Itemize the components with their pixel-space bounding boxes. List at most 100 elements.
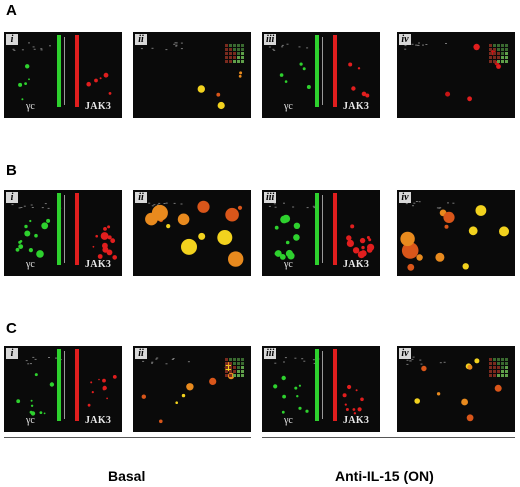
red-cell [86,81,91,87]
scale-mark [30,204,33,206]
scale-mark [406,363,409,365]
green-cell [293,234,300,241]
scale-mark [47,207,50,209]
red-cell [355,389,358,392]
scale-mark [165,363,168,365]
panel-number: iv [399,348,411,359]
scale-mark [284,357,287,359]
scale-mark [32,356,35,358]
scale-mark [40,49,43,51]
green-cell [298,406,302,410]
scale-mark [306,207,309,209]
merged-cell [499,226,509,237]
scale-mark [415,201,418,202]
scale-mark [21,49,24,51]
axis-scale [64,37,65,105]
scale-mark [268,205,271,207]
red-cell [365,93,370,98]
green-cell [18,244,24,249]
panel-number: ii [135,34,147,45]
scale-mark [151,205,154,207]
scale-mark [274,362,277,364]
scale-mark [153,204,156,206]
red-cell [345,408,349,411]
red-cell [352,247,360,254]
scale-mark [180,48,183,50]
red-cell [357,407,362,412]
green-cell [294,386,298,390]
green-cell [34,233,38,238]
green-cell [274,251,278,256]
scale-mark [18,207,21,209]
jak3-label: JAK3 [85,259,112,270]
merged-cell [435,252,445,262]
merged-cell [181,393,186,398]
scale-mark [140,48,143,50]
red-cell [95,234,98,238]
panel-a-i: i γc JAK3 [4,32,122,118]
scale-mark [165,49,168,51]
red-cell [351,86,356,91]
scale-mark [30,363,32,365]
scale-mark [268,46,271,48]
green-cell [25,64,30,69]
scatter-grid-inset [225,44,244,63]
scale-mark [404,48,407,50]
red-cell [367,243,375,251]
green-cell [46,218,51,223]
green-channel-bar [315,35,319,107]
merged-cell [473,43,480,51]
scale-mark [13,49,16,51]
panel-b-iv: iv [397,190,515,276]
scale-mark [156,204,159,206]
merged-cell [461,398,468,406]
scale-mark [443,361,446,363]
red-channel-bar [333,35,337,107]
gamma-c-label: γc [26,415,35,426]
scale-mark [306,47,309,49]
green-channel-bar [315,349,319,421]
merged-cell [177,213,190,226]
green-cell [18,82,23,87]
green-cell [281,375,286,381]
scale-mark [34,358,37,360]
scale-mark [312,359,315,361]
scale-mark [27,363,30,365]
red-channel-bar [333,193,337,265]
scale-mark [151,362,153,364]
scale-mark [55,357,57,359]
red-cell [99,77,102,80]
scale-mark [273,49,276,51]
merged-cell [466,414,474,422]
green-channel-bar [57,349,61,421]
scale-mark [436,207,439,209]
scale-mark [425,44,428,45]
green-cell [281,410,285,414]
merged-cell [145,212,158,226]
gamma-c-label: γc [26,259,35,270]
axis-scale [64,195,65,263]
merged-cell [467,364,473,370]
green-cell [282,214,291,223]
green-cell [18,240,22,244]
scale-mark [283,361,285,363]
scale-mark [175,44,178,46]
red-cell [346,235,352,241]
merged-cell [198,232,206,240]
merged-cell [228,251,244,267]
scale-mark [419,359,422,361]
axis-scale [322,195,323,263]
green-cell [29,410,33,414]
jak3-label: JAK3 [343,101,370,112]
red-cell [361,91,367,97]
green-channel-bar [315,193,319,265]
merged-cell [444,224,449,229]
panel-number: iv [399,34,411,45]
red-cell [346,239,354,247]
red-cell [94,78,98,83]
merged-cell [217,101,225,110]
merged-cell [225,207,239,222]
scale-mark [298,46,301,48]
scale-mark [313,207,316,209]
green-cell [41,222,49,230]
